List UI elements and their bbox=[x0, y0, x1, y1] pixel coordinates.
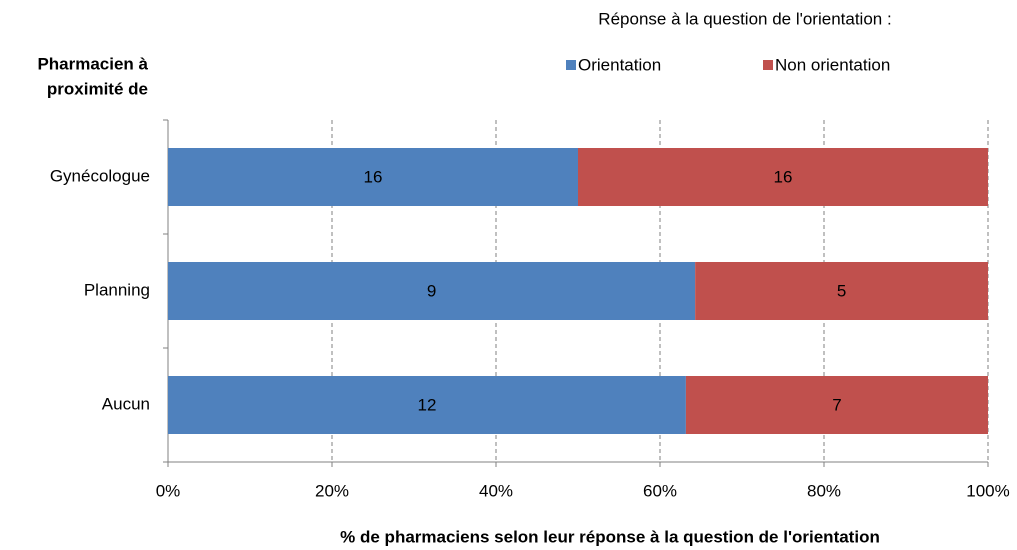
legend-swatch bbox=[763, 60, 773, 70]
x-tick-label: 80% bbox=[807, 481, 841, 500]
legend-label: Orientation bbox=[578, 55, 661, 74]
bar-segment bbox=[685, 376, 988, 434]
legend-label: Non orientation bbox=[775, 55, 890, 74]
data-label: 16 bbox=[364, 167, 383, 186]
x-tick-label: 20% bbox=[315, 481, 349, 500]
x-axis-title: % de pharmaciens selon leur réponse à la… bbox=[340, 527, 880, 546]
legend-title: Réponse à la question de l'orientation : bbox=[598, 9, 891, 28]
data-label: 7 bbox=[832, 395, 841, 414]
data-label: 5 bbox=[837, 281, 846, 300]
y-axis-title: Pharmacien à bbox=[37, 54, 148, 73]
data-label: 12 bbox=[417, 395, 436, 414]
x-tick-label: 100% bbox=[966, 481, 1009, 500]
x-tick-label: 40% bbox=[479, 481, 513, 500]
data-label: 9 bbox=[427, 281, 436, 300]
bar-segment bbox=[578, 148, 988, 206]
y-tick-label: Gynécologue bbox=[50, 166, 150, 185]
x-tick-label: 60% bbox=[643, 481, 677, 500]
y-axis-title: proximité de bbox=[47, 79, 148, 98]
bar-segment bbox=[168, 262, 696, 320]
legend-swatch bbox=[566, 60, 576, 70]
bar-segment bbox=[695, 262, 988, 320]
x-tick-label: 0% bbox=[156, 481, 181, 500]
data-label: 16 bbox=[774, 167, 793, 186]
y-tick-label: Aucun bbox=[102, 394, 150, 413]
bar-segment bbox=[168, 148, 578, 206]
y-tick-label: Planning bbox=[84, 280, 150, 299]
bar-segment bbox=[168, 376, 686, 434]
